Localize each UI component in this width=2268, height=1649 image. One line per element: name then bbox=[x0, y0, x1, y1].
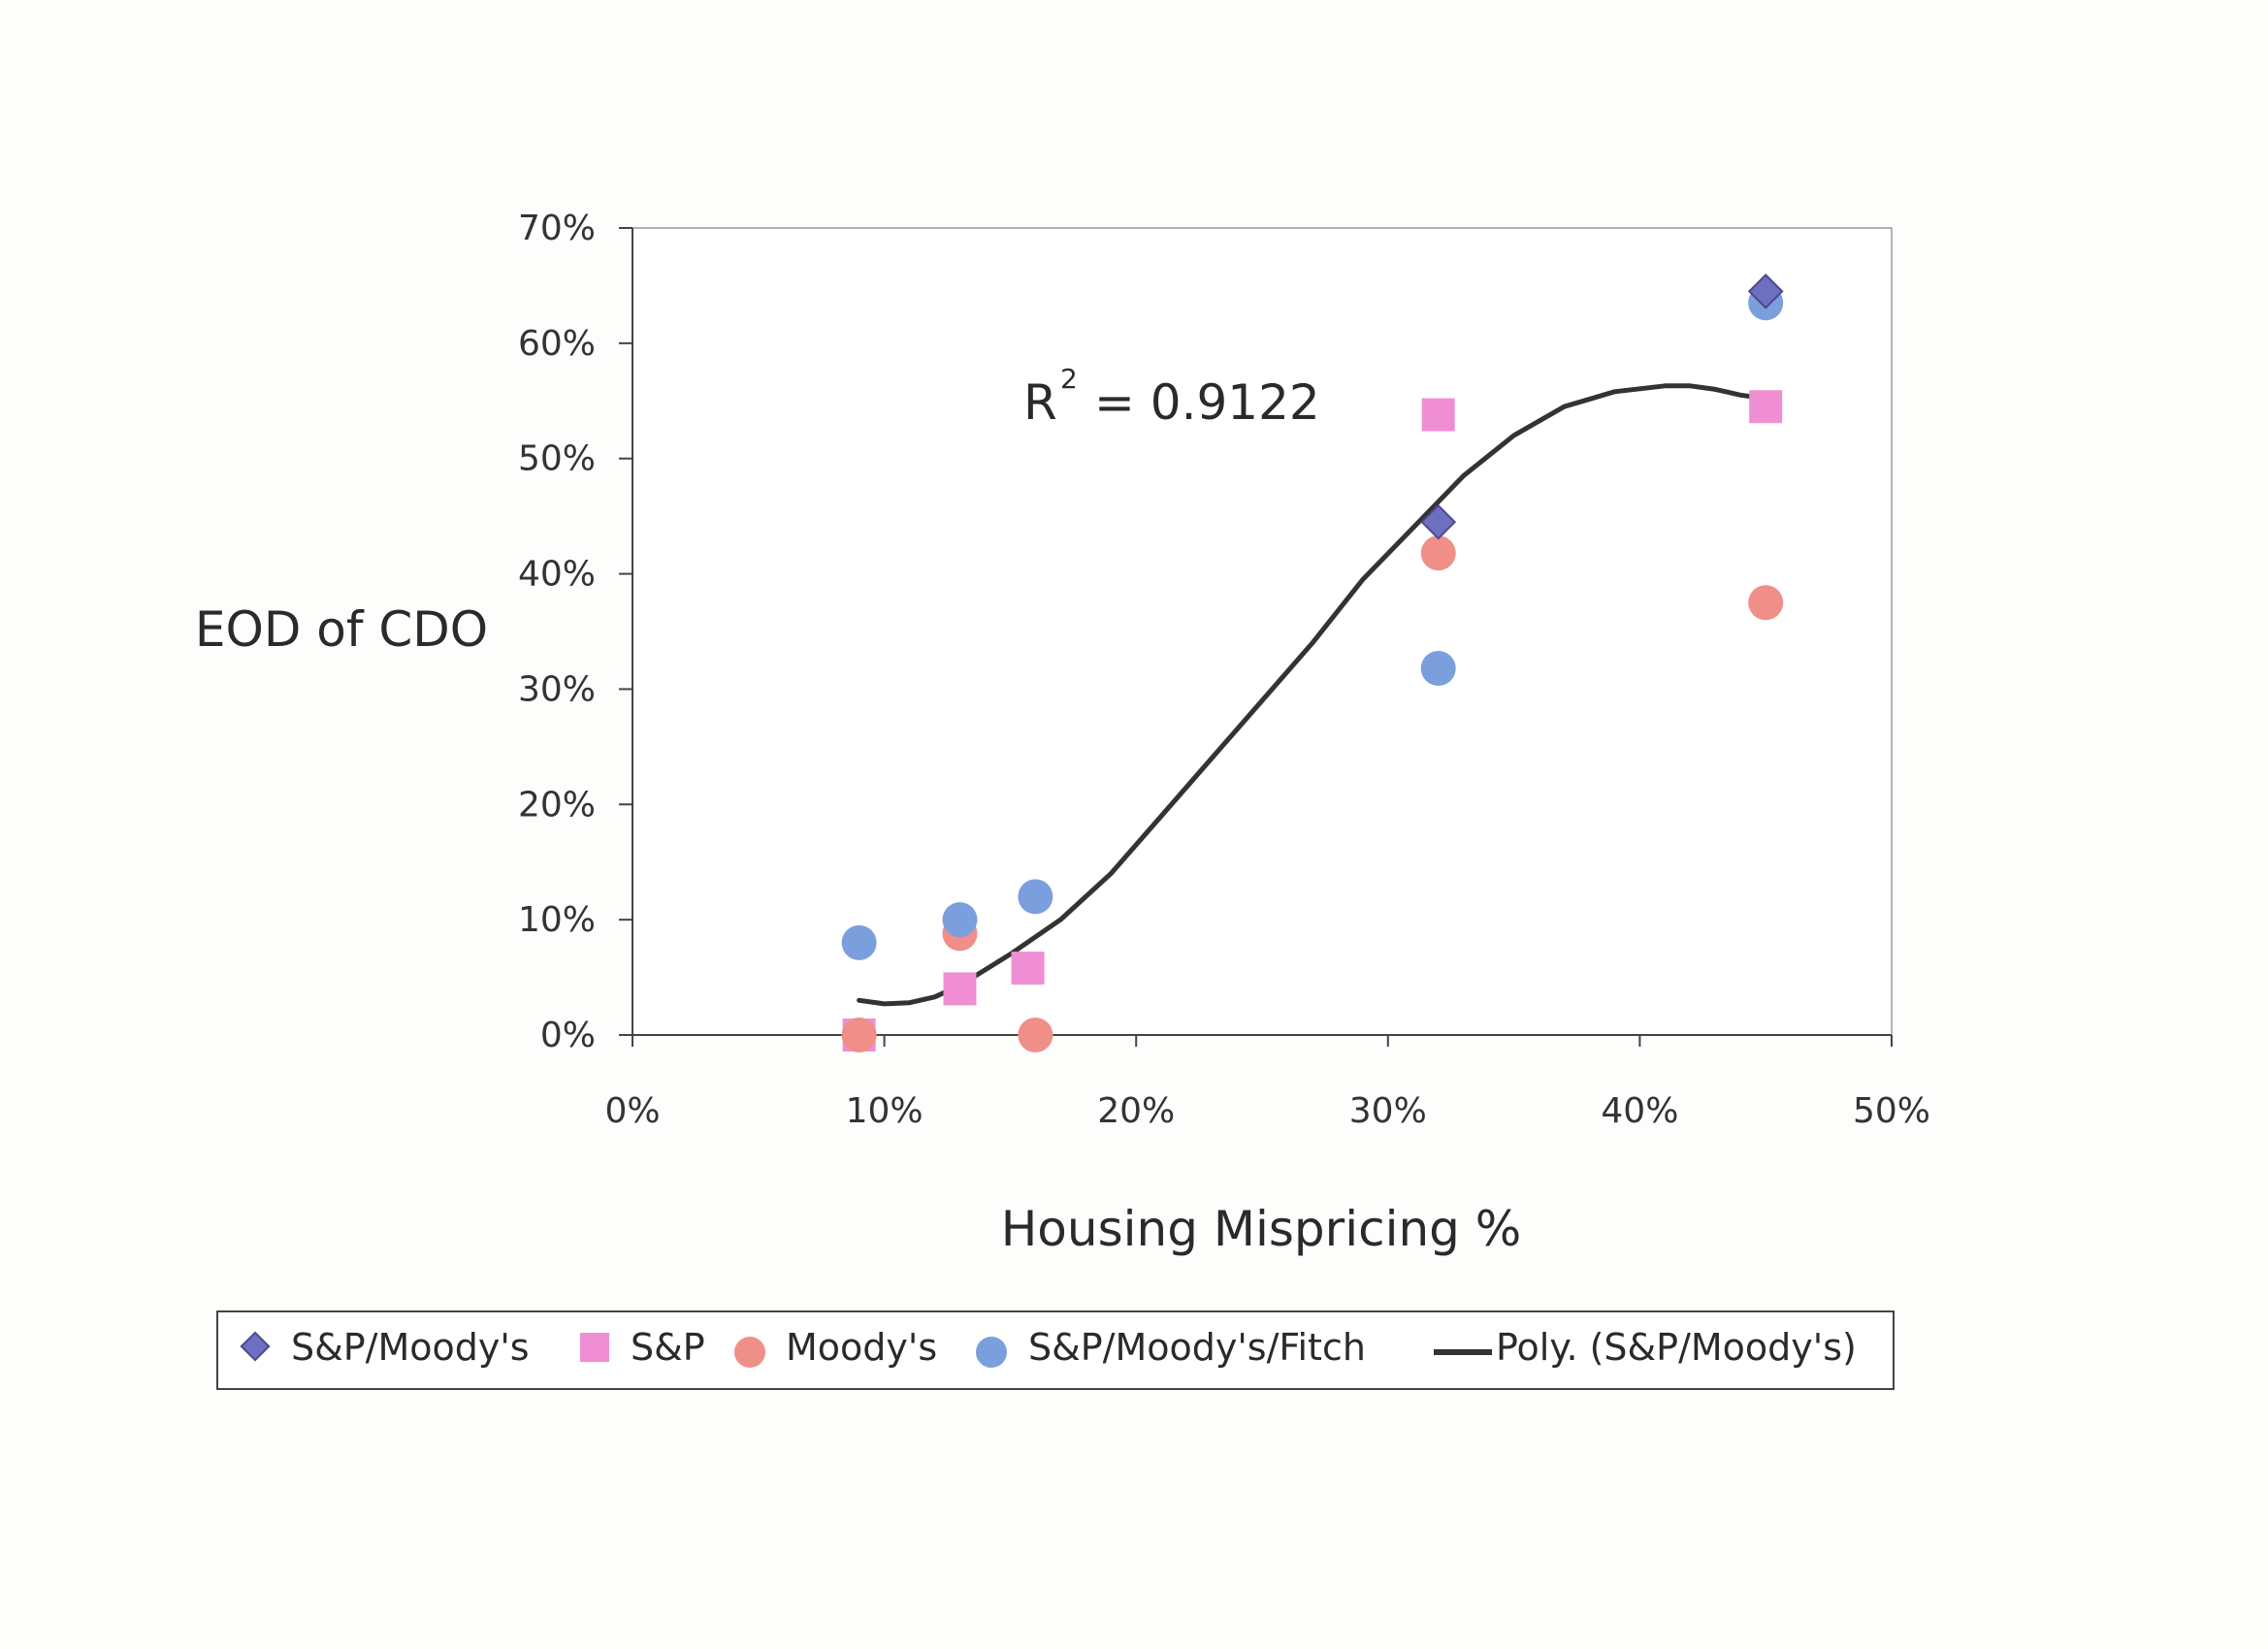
data-point bbox=[1011, 952, 1045, 986]
y-axis-title: EOD of CDO bbox=[195, 601, 488, 658]
y-tick-label: 70% bbox=[518, 209, 596, 248]
legend-marker-sp bbox=[580, 1333, 609, 1362]
x-tick-label: 40% bbox=[1601, 1091, 1678, 1131]
data-point bbox=[1420, 651, 1456, 687]
data-point bbox=[1420, 503, 1457, 540]
y-tick-label: 40% bbox=[518, 555, 596, 595]
y-tick-label: 30% bbox=[518, 669, 596, 709]
y-tick-label: 50% bbox=[518, 439, 596, 479]
data-point bbox=[1420, 535, 1456, 571]
legend-label-sp-moodys-fitch: S&P/Moody's/Fitch bbox=[1028, 1326, 1366, 1369]
legend-marker-moodys bbox=[734, 1337, 765, 1368]
x-tick-label: 20% bbox=[1097, 1091, 1175, 1131]
plot-area bbox=[632, 227, 1893, 1036]
marks-layer bbox=[841, 273, 1784, 1052]
plot-border bbox=[632, 227, 1893, 1036]
x-axis-title: Housing Mispricing % bbox=[1001, 1201, 1522, 1257]
data-point bbox=[841, 1018, 877, 1052]
x-tick-label: 0% bbox=[604, 1091, 660, 1131]
legend-label-trendline: Poly. (S&P/Moody's) bbox=[1496, 1326, 1857, 1369]
r2-value: = 0.9122 bbox=[1094, 374, 1320, 431]
x-tick-label: 10% bbox=[846, 1091, 923, 1131]
x-tick-label: 50% bbox=[1853, 1091, 1930, 1131]
legend-label-sp-moodys: S&P/Moody's bbox=[291, 1326, 530, 1369]
data-point bbox=[841, 924, 877, 960]
data-point bbox=[1747, 273, 1784, 309]
data-point bbox=[1421, 398, 1455, 432]
data-point bbox=[1748, 585, 1784, 621]
legend-marker-sp-moodys-fitch bbox=[976, 1337, 1007, 1368]
y-tick-label: 0% bbox=[540, 1016, 596, 1055]
y-tick-label: 60% bbox=[518, 324, 596, 364]
data-point bbox=[1749, 390, 1783, 424]
y-tick-label: 20% bbox=[518, 785, 596, 824]
y-tick-label: 10% bbox=[518, 900, 596, 940]
x-tick-label: 30% bbox=[1349, 1091, 1427, 1131]
data-point bbox=[942, 902, 978, 938]
legend-label-sp: S&P bbox=[631, 1326, 705, 1369]
r2-prefix: R bbox=[1023, 374, 1057, 431]
legend-box bbox=[216, 1310, 1895, 1390]
r2-superscript: 2 bbox=[1060, 363, 1078, 395]
y-axis: 0% 10% 20% 30% 40% 50% 60% 70% bbox=[518, 209, 632, 1055]
data-point bbox=[943, 972, 977, 1006]
x-axis: 0% 10% 20% 30% 40% 50% bbox=[604, 1035, 1930, 1131]
data-point bbox=[1018, 1018, 1053, 1052]
r2-annotation: R 2 = 0.9122 bbox=[1023, 363, 1320, 431]
legend-marker-sp-moodys bbox=[240, 1331, 271, 1362]
data-point bbox=[1018, 879, 1053, 915]
legend-label-moodys: Moody's bbox=[786, 1326, 937, 1369]
legend: S&P/Moody's S&P Moody's S&P/Moody's/Fitc… bbox=[216, 1310, 1895, 1390]
